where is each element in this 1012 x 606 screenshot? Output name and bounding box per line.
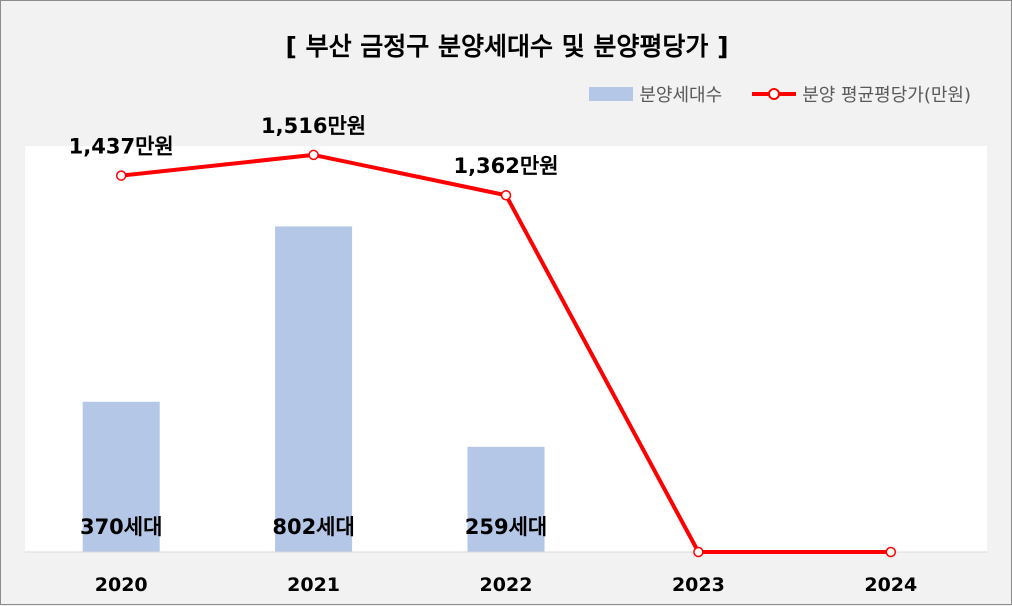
line-data-label: 1,437만원 [69, 135, 174, 159]
x-tick-label: 2024 [864, 574, 917, 596]
x-tick-label: 2021 [287, 574, 340, 596]
chart-title: [ 부산 금정구 분양세대수 및 분양평당가 ] [285, 32, 729, 61]
legend-item-bar: 분양세대수 [589, 81, 722, 107]
bar-data-label: 259세대 [465, 515, 547, 539]
legend: 분양세대수 분양 평균평당가(만원) [589, 81, 971, 107]
legend-line-label: 분양 평균평당가(만원) [802, 85, 971, 106]
line-point [308, 149, 319, 161]
line-point [500, 189, 512, 201]
line-point [115, 170, 127, 181]
bar [275, 226, 353, 552]
line-point [885, 546, 897, 558]
bar [467, 446, 545, 552]
x-tick-label: 2023 [672, 574, 725, 596]
line-data-label: 1,516만원 [261, 114, 366, 138]
bar-data-label: 802세대 [272, 515, 354, 539]
line-point [693, 546, 704, 558]
legend-bar-swatch [589, 87, 634, 101]
bar-data-label: 370세대 [80, 515, 162, 539]
bar [82, 401, 160, 552]
legend-bar-label: 분양세대수 [639, 85, 723, 106]
legend-line-swatch [752, 87, 797, 101]
line-data-label: 1,362만원 [453, 154, 558, 178]
x-tick-label: 2020 [95, 574, 148, 596]
legend-item-line: 분양 평균평당가(만원) [752, 81, 971, 107]
x-tick-label: 2022 [480, 574, 533, 596]
